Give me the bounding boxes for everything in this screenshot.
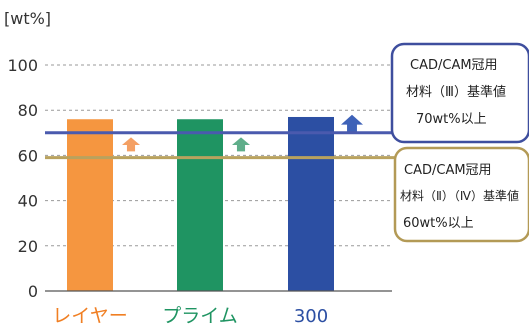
up-arrow-icon [232,137,250,152]
x-tick-label: 300 [294,306,328,325]
bars [67,114,363,292]
x-tick-label: プライム [162,305,238,325]
callout-reference-70: CAD/CAM冠用 材料（Ⅲ）基準値 70wt%以上 [390,42,529,144]
y-tick-label: 100 [7,56,38,75]
x-tick-label: レイヤー [52,305,127,325]
callout-box [390,42,529,144]
y-axis-unit: [wt%] [4,9,51,28]
y-tick-label: 40 [18,192,38,211]
callout-reference-60: CAD/CAM冠用 材料（Ⅱ）（Ⅳ）基準値 60wt%以上 [393,146,529,243]
grid-lines [45,64,392,247]
callout-line-3: 60wt%以上 [403,216,474,231]
bar-3 [288,116,334,291]
y-tick-label: 80 [18,101,38,120]
bar-1 [67,119,113,292]
up-arrow-icon [341,114,363,133]
callout-line-2: 材料（Ⅲ）基準値 [406,84,506,100]
callout-line-2: 材料（Ⅱ）（Ⅳ）基準値 [400,188,519,203]
x-axis-labels: レイヤー プライム 300 [52,305,328,325]
callout-line-3: 70wt%以上 [416,112,487,127]
y-axis: 0 20 40 60 80 100 [7,56,392,301]
callout-box [393,146,529,243]
callout-line-1: CAD/CAM冠用 [410,58,498,73]
y-tick-label: 60 [18,146,38,165]
bar-2 [177,119,223,292]
y-tick-label: 20 [18,237,38,256]
callout-line-1: CAD/CAM冠用 [404,163,492,178]
up-arrow-icon [122,137,140,152]
y-tick-label: 0 [28,282,38,301]
reference-lines [45,131,395,160]
